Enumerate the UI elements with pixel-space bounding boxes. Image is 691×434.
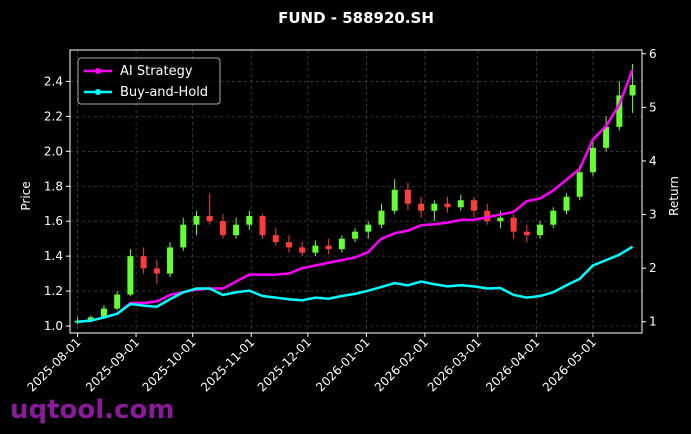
y2-tick-label: 5	[649, 100, 657, 114]
candle-body	[537, 224, 544, 236]
y2-tick-label: 1	[649, 315, 657, 329]
candle-body	[180, 224, 187, 248]
y-tick-label: 1.6	[44, 214, 63, 228]
candle-body	[299, 247, 306, 253]
candle-body	[153, 268, 160, 274]
x-tick-label: 2026-04-01	[483, 335, 542, 394]
candle-body	[100, 308, 107, 318]
candle-body	[391, 189, 398, 211]
candle-body	[444, 203, 451, 208]
y2-tick-label: 4	[649, 154, 657, 168]
y2-tick-label: 6	[649, 47, 657, 61]
y-tick-label: 2.0	[44, 144, 63, 158]
line-series	[77, 69, 634, 323]
candle-body	[365, 224, 372, 232]
candle-body	[404, 189, 411, 204]
legend-label: AI Strategy	[120, 64, 193, 79]
candle-body	[272, 235, 279, 243]
x-tick-label: 2025-10-01	[140, 335, 199, 394]
y-tick-label: 1.4	[44, 249, 63, 263]
y-tick-label: 1.8	[44, 179, 63, 193]
candle-body	[497, 217, 504, 222]
candle-body	[193, 215, 200, 225]
y-tick-label: 1.0	[44, 319, 63, 333]
x-tick-label: 2026-01-01	[313, 335, 372, 394]
candle-body	[325, 245, 332, 250]
legend-marker	[95, 68, 101, 74]
y-tick-label: 2.4	[44, 74, 63, 88]
x-tick-label: 2025-11-01	[198, 335, 257, 394]
candle-body	[259, 215, 266, 236]
legend-label: Buy-and-Hold	[120, 85, 208, 100]
chart-title: FUND - 588920.SH	[278, 9, 434, 27]
candle-body	[629, 84, 636, 96]
candle-body	[352, 231, 359, 239]
candle-body	[616, 95, 623, 127]
plot-frame	[69, 49, 643, 334]
candle-body	[576, 172, 583, 197]
watermark: uqtool.com	[10, 395, 174, 425]
y-tick-label: 2.2	[44, 109, 63, 123]
candle-body	[457, 200, 464, 208]
x-tick-label: 2026-03-01	[425, 335, 484, 394]
y-tick-label: 1.2	[44, 284, 63, 298]
candle-body	[470, 200, 477, 211]
candle-body	[523, 231, 530, 236]
legend-box	[77, 57, 221, 105]
candle-body	[167, 247, 174, 274]
candle-body	[114, 294, 121, 309]
x-tick-label: 2025-09-01	[83, 335, 142, 394]
x-tick-label: 2025-08-01	[24, 335, 83, 394]
x-tick-label: 2026-02-01	[372, 335, 431, 394]
candle-body	[378, 210, 385, 225]
candle-body	[312, 245, 319, 253]
candle-body	[589, 147, 596, 173]
candle-body	[603, 126, 610, 148]
x-tick-label: 2026-05-01	[540, 335, 599, 394]
candle-body	[431, 203, 438, 211]
y2-tick-label: 2	[649, 261, 657, 275]
candle-body	[127, 256, 134, 295]
candle-body	[206, 215, 213, 222]
x-tick-label: 2025-12-01	[255, 335, 314, 394]
candle-body	[140, 256, 147, 269]
candle-body	[418, 203, 425, 211]
candle-body	[550, 210, 557, 225]
y2-axis-label: Return	[667, 176, 681, 216]
y2-tick-label: 3	[649, 208, 657, 222]
candle-body	[87, 317, 94, 321]
candle-body	[219, 221, 226, 236]
y-axis-label: Price	[19, 181, 33, 210]
candle-body	[338, 238, 345, 250]
candle-body	[285, 242, 292, 248]
legend-marker	[95, 89, 101, 95]
candle-body	[563, 196, 570, 211]
line-series	[77, 245, 634, 323]
candle-body	[233, 224, 240, 236]
candle-body	[510, 217, 517, 232]
candle-body	[246, 215, 253, 225]
